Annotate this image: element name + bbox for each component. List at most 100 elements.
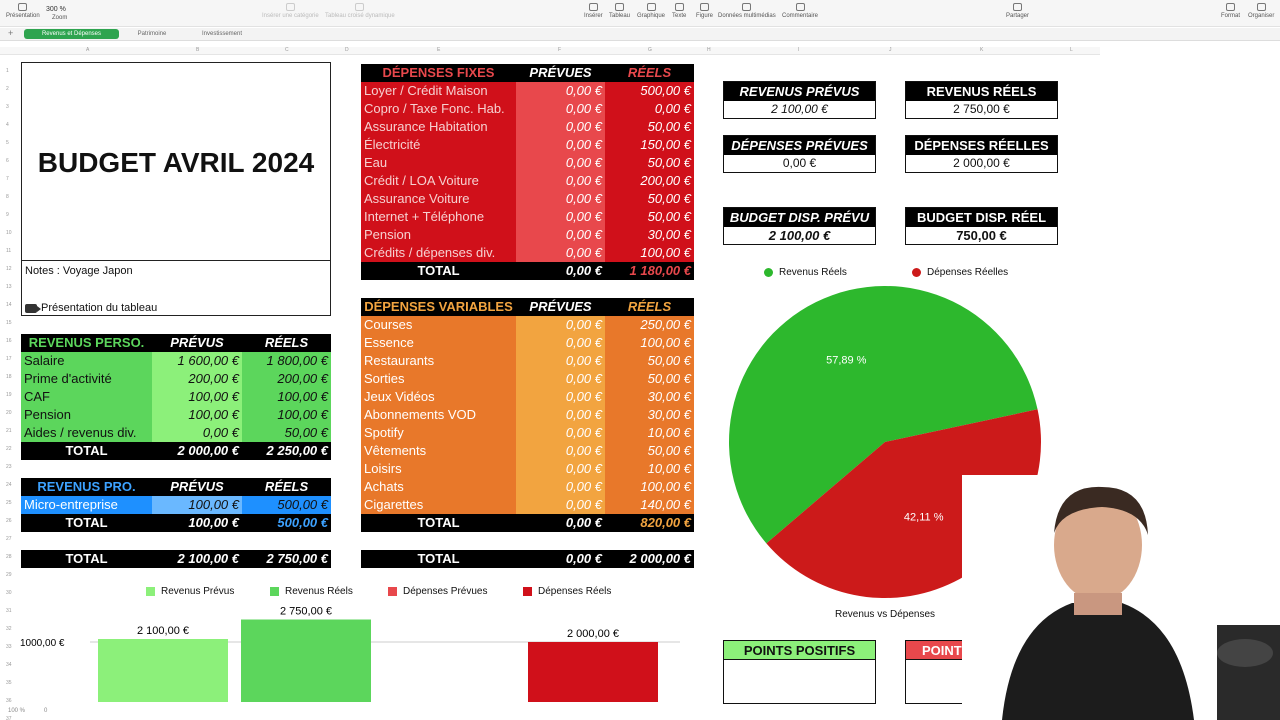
row-label[interactable]: Achats (361, 478, 516, 496)
row-label[interactable]: Abonnements VOD (361, 406, 516, 424)
row-header[interactable]: 26 (6, 518, 12, 524)
total-prevus[interactable]: 100,00 € (188, 515, 239, 530)
row-label[interactable]: Copro / Taxe Fonc. Hab. (361, 100, 516, 118)
col-b[interactable]: B (196, 47, 200, 53)
box-value[interactable]: 2 100,00 € (724, 227, 875, 244)
row-label[interactable]: Prime d'activité (21, 370, 152, 388)
row-label[interactable]: Pension (361, 226, 516, 244)
row-header[interactable]: 14 (6, 302, 12, 308)
chart-button[interactable]: Graphique (637, 3, 665, 19)
format-button[interactable]: Format (1221, 3, 1240, 19)
share-button[interactable]: Partager (1006, 3, 1029, 19)
comment-button[interactable]: Commentaire (782, 3, 818, 19)
row-prevus[interactable]: 0,00 € (516, 388, 605, 406)
row-reels[interactable]: 150,00 € (605, 136, 694, 154)
zoom-value[interactable]: 300 % (46, 6, 66, 13)
row-prevus[interactable]: 0,00 € (516, 208, 605, 226)
row-reels[interactable]: 50,00 € (605, 154, 694, 172)
insert-category-button[interactable]: Insérer une catégorie (262, 3, 319, 19)
row-reels[interactable]: 0,00 € (605, 100, 694, 118)
row-header[interactable]: 10 (6, 230, 12, 236)
row-prevus[interactable]: 200,00 € (152, 370, 242, 388)
row-label[interactable]: Spotify (361, 424, 516, 442)
box-value[interactable]: 0,00 € (724, 155, 875, 172)
total-prevus[interactable]: 2 100,00 € (177, 551, 239, 566)
row-prevus[interactable]: 0,00 € (516, 244, 605, 262)
row-prevus[interactable]: 0,00 € (516, 118, 605, 136)
row-reels[interactable]: 500,00 € (605, 82, 694, 100)
row-prevus[interactable]: 0,00 € (516, 82, 605, 100)
pivot-table-button[interactable]: Tableau croisé dynamique (325, 3, 395, 19)
row-header[interactable]: 8 (6, 194, 9, 200)
row-header[interactable]: 29 (6, 572, 12, 578)
row-reels[interactable]: 1 800,00 € (242, 352, 331, 370)
add-sheet-button[interactable]: + (8, 28, 14, 38)
organize-button[interactable]: Organiser (1248, 3, 1274, 19)
col-g[interactable]: G (648, 47, 652, 53)
row-header[interactable]: 23 (6, 464, 12, 470)
row-label[interactable]: Micro-entreprise (21, 496, 152, 514)
text-button[interactable]: Texte (672, 3, 686, 19)
row-prevus[interactable]: 0,00 € (516, 334, 605, 352)
row-label[interactable]: Restaurants (361, 352, 516, 370)
row-reels[interactable]: 200,00 € (605, 172, 694, 190)
row-label[interactable]: Eau (361, 154, 516, 172)
row-prevus[interactable]: 1 600,00 € (152, 352, 242, 370)
row-label[interactable]: Jeux Vidéos (361, 388, 516, 406)
row-prevus[interactable]: 0,00 € (516, 136, 605, 154)
row-header[interactable]: 25 (6, 500, 12, 506)
row-reels[interactable]: 100,00 € (605, 478, 694, 496)
row-reels[interactable]: 50,00 € (605, 370, 694, 388)
notes-text[interactable]: Notes : Voyage Japon (25, 265, 133, 277)
row-header[interactable]: 33 (6, 644, 12, 650)
row-prevus[interactable]: 100,00 € (152, 406, 242, 424)
box-value[interactable]: 750,00 € (906, 227, 1057, 244)
col-e[interactable]: E (437, 47, 441, 53)
row-reels[interactable]: 30,00 € (605, 406, 694, 424)
row-label[interactable]: Crédit / LOA Voiture (361, 172, 516, 190)
row-reels[interactable]: 10,00 € (605, 460, 694, 478)
row-reels[interactable]: 50,00 € (605, 118, 694, 136)
row-header[interactable]: 35 (6, 680, 12, 686)
row-header[interactable]: 31 (6, 608, 12, 614)
row-header[interactable]: 11 (6, 248, 12, 254)
row-reels[interactable]: 50,00 € (605, 442, 694, 460)
row-label[interactable]: Pension (21, 406, 152, 424)
col-h[interactable]: H (707, 47, 711, 53)
status-zoom[interactable]: 100 % (8, 708, 26, 714)
row-header[interactable]: 12 (6, 266, 12, 272)
row-reels[interactable]: 100,00 € (605, 244, 694, 262)
row-label[interactable]: Assurance Habitation (361, 118, 516, 136)
row-prevus[interactable]: 0,00 € (516, 460, 605, 478)
row-header[interactable]: 1 (6, 68, 9, 74)
row-header[interactable]: 15 (6, 320, 12, 326)
pie-slice-revenus[interactable] (729, 286, 1038, 544)
table-button[interactable]: Tableau (609, 3, 630, 19)
total-reels[interactable]: 2 750,00 € (266, 551, 328, 566)
total-prevues[interactable]: 0,00 € (565, 263, 602, 278)
row-header[interactable]: 18 (6, 374, 12, 380)
row-reels[interactable]: 50,00 € (242, 424, 331, 442)
row-reels[interactable]: 500,00 € (242, 496, 331, 514)
row-header[interactable]: 24 (6, 482, 12, 488)
row-reels[interactable]: 10,00 € (605, 424, 694, 442)
row-prevus[interactable]: 0,00 € (152, 424, 242, 442)
shape-button[interactable]: Figure (696, 3, 713, 19)
row-prevus[interactable]: 100,00 € (152, 388, 242, 406)
row-label[interactable]: Essence (361, 334, 516, 352)
row-header[interactable]: 5 (6, 140, 9, 146)
row-prevus[interactable]: 0,00 € (516, 370, 605, 388)
row-prevus[interactable]: 0,00 € (516, 316, 605, 334)
tab-revenus-depenses[interactable]: Revenus et Dépenses (24, 29, 119, 39)
row-reels[interactable]: 140,00 € (605, 496, 694, 514)
row-prevus[interactable]: 0,00 € (516, 442, 605, 460)
presentation-button[interactable]: Présentation (6, 3, 40, 19)
row-prevus[interactable]: 0,00 € (516, 226, 605, 244)
tab-patrimoine[interactable]: Patrimoine (137, 31, 167, 37)
bar-chart[interactable]: 1000,00 € 2 100,00 € 2 750,00 € 2 000,00 € (18, 602, 688, 706)
row-prevus[interactable]: 0,00 € (516, 352, 605, 370)
row-reels[interactable]: 200,00 € (242, 370, 331, 388)
row-header[interactable]: 17 (6, 356, 12, 362)
total-reels[interactable]: 2 000,00 € (629, 551, 691, 566)
row-prevus[interactable]: 0,00 € (516, 496, 605, 514)
